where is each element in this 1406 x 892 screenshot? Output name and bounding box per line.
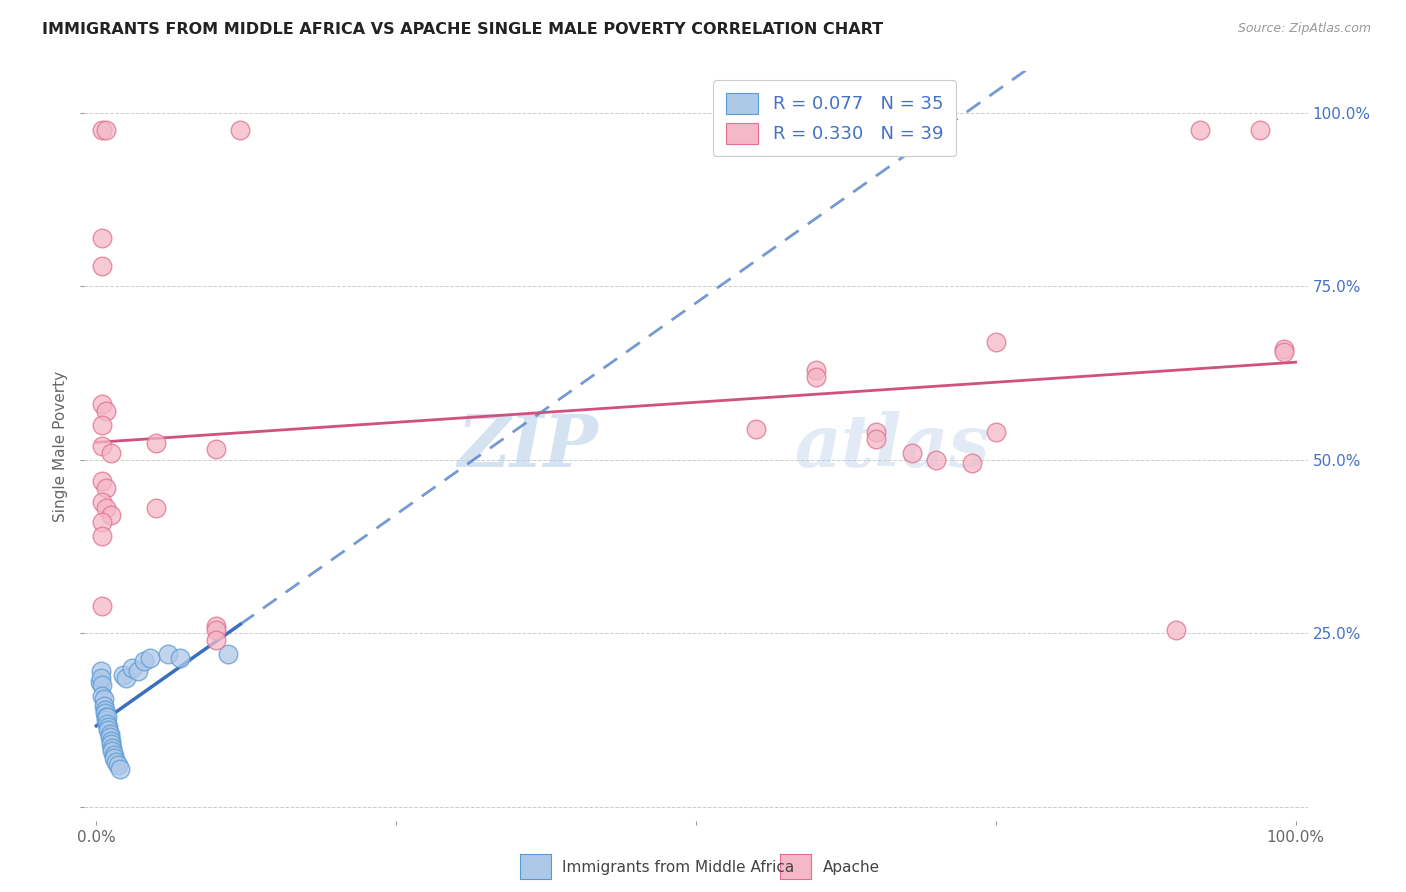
Point bbox=[91, 397, 114, 411]
Point bbox=[93, 703, 117, 717]
Point bbox=[1249, 123, 1271, 137]
Point bbox=[90, 665, 112, 679]
Point bbox=[91, 494, 114, 508]
Point bbox=[984, 425, 1007, 439]
Point bbox=[94, 123, 117, 137]
Point bbox=[91, 474, 114, 488]
Point bbox=[145, 501, 167, 516]
Point bbox=[94, 713, 117, 727]
Point bbox=[91, 439, 114, 453]
Point bbox=[139, 650, 162, 665]
Point bbox=[91, 689, 114, 703]
Point bbox=[103, 751, 125, 765]
Point bbox=[101, 740, 124, 755]
Point bbox=[901, 446, 924, 460]
Point bbox=[205, 619, 228, 633]
Point bbox=[91, 259, 114, 273]
Point bbox=[104, 755, 127, 769]
Point bbox=[97, 720, 120, 734]
Y-axis label: Single Male Poverty: Single Male Poverty bbox=[53, 370, 69, 522]
Point bbox=[1164, 623, 1187, 637]
Point bbox=[103, 747, 125, 762]
Point bbox=[205, 623, 228, 637]
Point bbox=[145, 435, 167, 450]
Point bbox=[94, 709, 117, 723]
Point bbox=[101, 744, 124, 758]
Point bbox=[91, 529, 114, 543]
Text: Immigrants from Middle Africa: Immigrants from Middle Africa bbox=[562, 860, 794, 874]
Point bbox=[1272, 345, 1295, 359]
Point bbox=[94, 481, 117, 495]
Point bbox=[100, 737, 122, 751]
Point bbox=[100, 446, 122, 460]
Point bbox=[157, 647, 180, 661]
Point bbox=[97, 723, 120, 738]
Point bbox=[93, 706, 117, 720]
Text: ZIP: ZIP bbox=[457, 410, 598, 482]
Point bbox=[804, 369, 827, 384]
Point bbox=[960, 456, 983, 470]
Text: IMMIGRANTS FROM MIDDLE AFRICA VS APACHE SINGLE MALE POVERTY CORRELATION CHART: IMMIGRANTS FROM MIDDLE AFRICA VS APACHE … bbox=[42, 22, 883, 37]
Point bbox=[865, 425, 887, 439]
Point bbox=[745, 422, 768, 436]
Point bbox=[94, 501, 117, 516]
Point bbox=[96, 709, 118, 723]
Point bbox=[91, 418, 114, 433]
Point bbox=[94, 404, 117, 418]
Text: Apache: Apache bbox=[823, 860, 880, 874]
Point bbox=[96, 716, 118, 731]
Point bbox=[107, 758, 129, 772]
Point bbox=[127, 665, 149, 679]
Point bbox=[804, 362, 827, 376]
Point bbox=[91, 599, 114, 613]
Point bbox=[91, 516, 114, 530]
Legend: R = 0.077   N = 35, R = 0.330   N = 39: R = 0.077 N = 35, R = 0.330 N = 39 bbox=[713, 80, 956, 156]
Point bbox=[91, 678, 114, 692]
Point bbox=[1188, 123, 1211, 137]
Point bbox=[98, 731, 121, 745]
Point bbox=[169, 650, 191, 665]
Point bbox=[91, 231, 114, 245]
Point bbox=[984, 334, 1007, 349]
Point bbox=[100, 734, 122, 748]
Text: Source: ZipAtlas.com: Source: ZipAtlas.com bbox=[1237, 22, 1371, 36]
Point bbox=[98, 727, 121, 741]
Point bbox=[110, 762, 132, 776]
Point bbox=[205, 633, 228, 648]
Point bbox=[89, 674, 111, 689]
Point bbox=[229, 123, 252, 137]
Point bbox=[134, 654, 156, 668]
Point bbox=[93, 699, 115, 714]
Text: atlas: atlas bbox=[794, 410, 988, 482]
Point bbox=[93, 692, 115, 706]
Point bbox=[217, 647, 239, 661]
Point bbox=[91, 123, 114, 137]
Point bbox=[100, 508, 122, 523]
Point bbox=[111, 668, 134, 682]
Point bbox=[925, 453, 948, 467]
Point bbox=[865, 432, 887, 446]
Point bbox=[115, 672, 138, 686]
Point bbox=[90, 672, 112, 686]
Point bbox=[205, 442, 228, 457]
Point bbox=[121, 661, 143, 675]
Point bbox=[1272, 342, 1295, 356]
